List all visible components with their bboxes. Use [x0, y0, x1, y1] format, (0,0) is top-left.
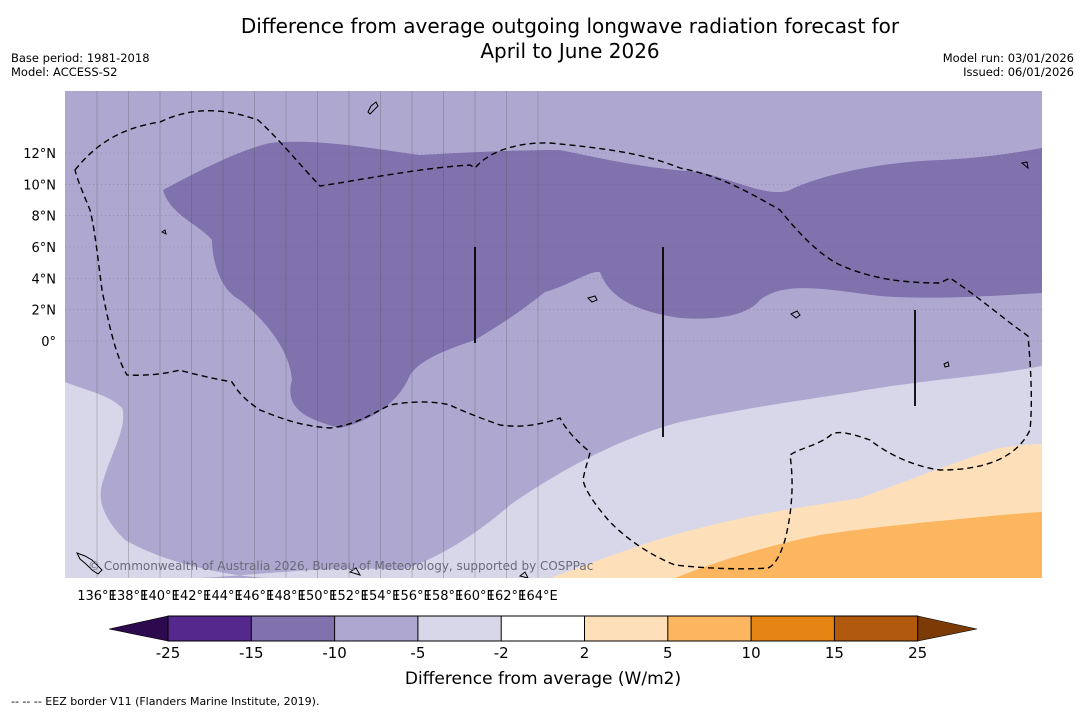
coastlines — [75, 101, 1029, 578]
colorbar-swatch-4 — [417, 616, 502, 641]
lon-label-6: 148°E — [266, 589, 306, 604]
title-line-2: April to June 2026 — [480, 39, 660, 63]
lon-label-8: 152°E — [329, 589, 369, 604]
longitude-labels: 136°E138°E140°E142°E144°E146°E148°E150°E… — [77, 589, 558, 604]
colorbar-label-5: 2 — [580, 644, 590, 662]
coastline-islet-6 — [518, 571, 529, 578]
lon-label-14: 164°E — [518, 589, 558, 604]
colorbar-label-3: -5 — [410, 644, 425, 662]
lon-label-7: 150°E — [298, 589, 338, 604]
vertical-markers — [474, 247, 916, 437]
lon-label-13: 162°E — [487, 589, 527, 604]
title-line-1: Difference from average outgoing longwav… — [240, 14, 900, 38]
map-area: © Commonwealth of Australia 2026, Bureau… — [65, 91, 1042, 578]
colorbar-outline — [167, 615, 919, 642]
model-name: Model: ACCESS-S2 — [11, 65, 118, 79]
colorbar-swatch-2 — [251, 616, 335, 641]
gridlines — [65, 91, 1042, 578]
lon-label-10: 156°E — [392, 589, 432, 604]
colorbar-swatch-3 — [334, 616, 418, 641]
colorbar-label-0: -25 — [156, 644, 181, 662]
colorbar-swatch-1 — [168, 616, 252, 641]
colorbar-label-2: -10 — [322, 644, 347, 662]
band-minus15-to-minus10-west — [163, 141, 1042, 429]
coastline-islet-1 — [161, 229, 167, 235]
colorbar-extend-low — [108, 615, 169, 642]
chart-title: Difference from average outgoing longwav… — [0, 14, 1085, 64]
issued-date: Issued: 06/01/2026 — [963, 65, 1074, 79]
colorbar-swatch-9 — [834, 616, 918, 641]
meta-right: Model run: 03/01/2026 Issued: 06/01/2026 — [943, 51, 1074, 79]
meta-left: Base period: 1981-2018 Model: ACCESS-S2 — [11, 51, 150, 79]
copyright-watermark: © Commonwealth of Australia 2026, Bureau… — [88, 559, 593, 573]
lon-label-4: 144°E — [203, 589, 243, 604]
lon-label-9: 154°E — [361, 589, 401, 604]
lat-label-4: 4°N — [32, 272, 57, 287]
colorbar-dividers — [167, 615, 919, 642]
eez-legend-note: -- -- -- EEZ border V11 (Flanders Marine… — [11, 695, 320, 708]
colorbar-label-1: -15 — [239, 644, 264, 662]
base-period: Base period: 1981-2018 — [11, 51, 150, 65]
eez-border-fsm-west — [74, 110, 1033, 570]
lat-label-2: 8°N — [32, 210, 57, 225]
colorbar-swatch-6 — [584, 616, 668, 641]
coastline-islet-3 — [943, 361, 950, 368]
lon-label-0: 136°E — [77, 589, 117, 604]
colorbar-swatch-5 — [501, 616, 585, 641]
lon-label-1: 138°E — [109, 589, 149, 604]
colorbar-label-6: 5 — [663, 644, 673, 662]
colorbar-label-8: 15 — [825, 644, 844, 662]
colorbar-label-4: -2 — [494, 644, 509, 662]
colorbar-label-9: 25 — [908, 644, 927, 662]
colorbar-label-7: 10 — [742, 644, 761, 662]
colorbar: -25 -15 -10 -5 -2 2 5 10 15 25 Difference from av… — [108, 615, 978, 689]
lon-label-3: 142°E — [172, 589, 212, 604]
lon-label-12: 160°E — [455, 589, 495, 604]
colorbar-labels: -25 -15 -10 -5 -2 2 5 10 15 25 — [156, 644, 927, 662]
coastline-guam — [367, 101, 379, 115]
lat-label-6: 0° — [41, 335, 56, 350]
band-plus5-to-plus10 — [675, 512, 1042, 578]
coastline-new-guinea-coast — [75, 552, 103, 575]
lat-label-5: 2°N — [32, 304, 57, 319]
lat-label-3: 6°N — [32, 241, 57, 256]
model-run: Model run: 03/01/2026 — [942, 51, 1074, 65]
lat-label-0: 12°N — [23, 147, 56, 162]
colorbar-extend-high — [917, 615, 978, 642]
colorbar-title: Difference from average (W/m2) — [405, 669, 681, 689]
latitude-labels: 12°N 10°N 8°N 6°N 4°N 2°N 0° — [23, 147, 56, 350]
colorbar-swatch-7 — [667, 616, 752, 641]
colorbar-swatch-8 — [751, 616, 835, 641]
coastline-islet-5 — [348, 567, 362, 576]
coastline-pohnpei — [790, 310, 801, 319]
lon-label-5: 146°E — [235, 589, 275, 604]
lon-label-2: 140°E — [140, 589, 180, 604]
lon-label-11: 158°E — [424, 589, 464, 604]
coastline-islet-2 — [587, 295, 598, 303]
lat-label-1: 10°N — [23, 178, 56, 193]
coastline-islet-4 — [1020, 161, 1029, 170]
